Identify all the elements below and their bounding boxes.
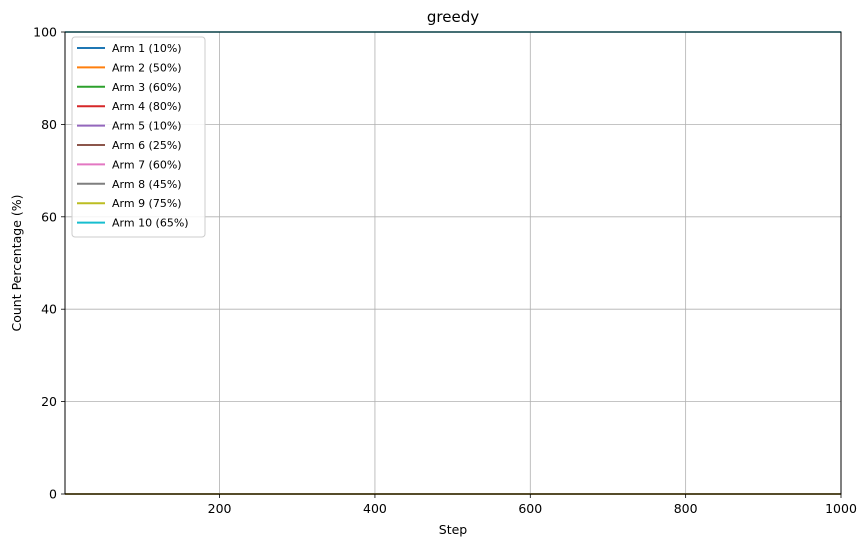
x-tick-label: 400 — [363, 501, 387, 516]
y-tick-label: 60 — [41, 209, 57, 224]
legend-label: Arm 7 (60%) — [112, 158, 182, 171]
legend-label: Arm 6 (25%) — [112, 139, 182, 152]
legend-box — [71, 36, 206, 238]
legend: Arm 1 (10%) Arm 2 (50%) Arm 3 (60%) Arm 4 (… — [71, 36, 206, 238]
legend-label: Arm 8 (45%) — [112, 178, 182, 191]
y-axis-ticks: 0 20 40 60 80 100 — [33, 25, 65, 502]
legend-label: Arm 2 (50%) — [112, 61, 182, 74]
legend-label: Arm 1 (10%) — [112, 42, 182, 55]
legend-label: Arm 4 (80%) — [112, 100, 182, 113]
x-tick-label: 600 — [518, 501, 542, 516]
chart-title: greedy — [427, 8, 479, 26]
plot-frame — [64, 31, 842, 495]
y-tick-label: 0 — [49, 487, 57, 502]
legend-label: Arm 9 (75%) — [112, 197, 182, 210]
x-axis-ticks: 200 400 600 800 1000 — [208, 494, 857, 516]
x-tick-label: 200 — [208, 501, 232, 516]
y-axis-label: Count Percentage (%) — [9, 194, 24, 331]
x-tick-label: 800 — [674, 501, 698, 516]
legend-label: Arm 10 (65%) — [112, 217, 189, 230]
y-tick-label: 20 — [41, 394, 57, 409]
legend-label: Arm 5 (10%) — [112, 120, 182, 133]
x-tick-label: 1000 — [825, 501, 857, 516]
y-tick-label: 80 — [41, 117, 57, 132]
y-tick-label: 100 — [33, 25, 57, 40]
x-axis-label: Step — [439, 522, 468, 537]
y-tick-label: 40 — [41, 302, 57, 317]
legend-label: Arm 3 (60%) — [112, 81, 182, 94]
